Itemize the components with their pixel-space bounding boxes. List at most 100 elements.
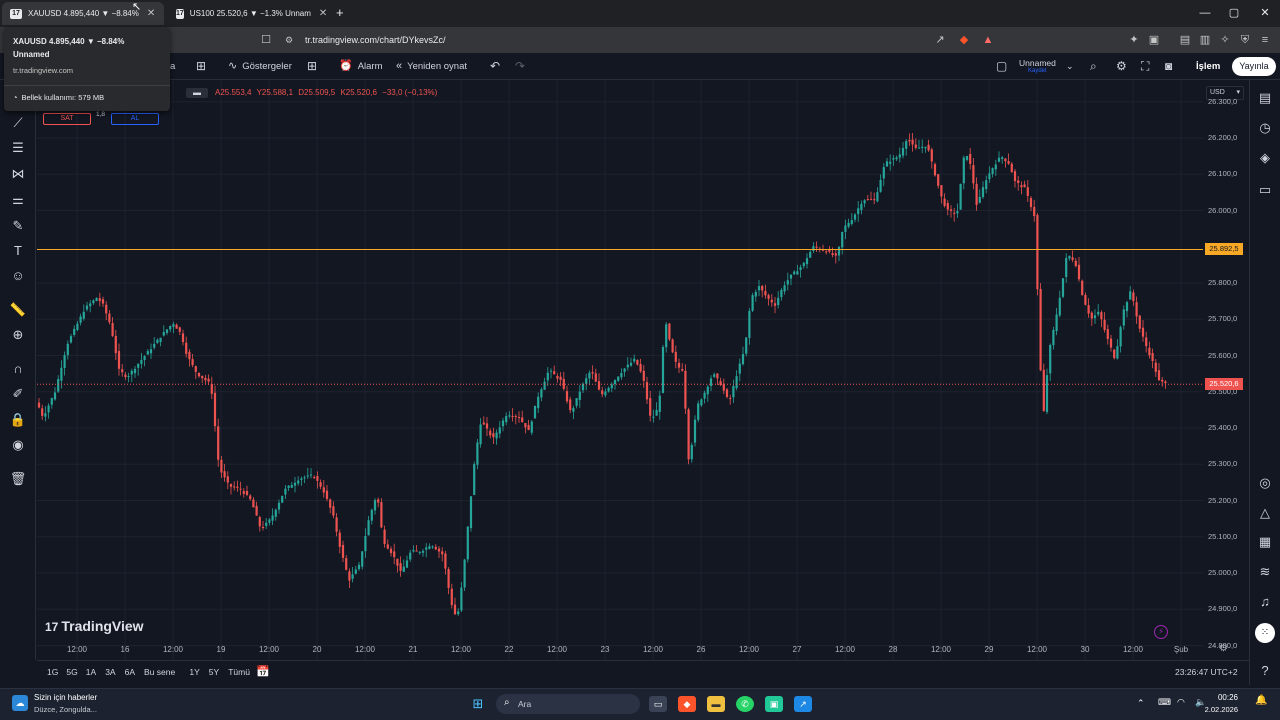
interval-button[interactable]: a: [170, 61, 176, 72]
tray-chevron-up-icon[interactable]: ⌃: [1137, 698, 1145, 708]
range-button[interactable]: 5Y: [208, 667, 220, 677]
alarm-button[interactable]: ⏰ Alarm: [339, 58, 383, 75]
lightning-icon[interactable]: ⚡: [1154, 625, 1168, 639]
range-button[interactable]: Bu sene: [144, 667, 176, 677]
indicators-button[interactable]: ∿ Göstergeler: [228, 58, 292, 75]
clock-timezone[interactable]: 23:26:47 UTC+2: [1175, 667, 1238, 677]
tradingview-app-icon[interactable]: ↗: [794, 696, 812, 712]
task-view-icon[interactable]: ▭: [649, 696, 667, 712]
brave-rewards-icon[interactable]: ▲: [982, 34, 994, 46]
browser-tab-xauusd[interactable]: 17 XAUUSD 4.895,440 ▼ −8.84% ✕: [2, 2, 164, 25]
news-widget-title[interactable]: Sizin için haberler: [34, 693, 98, 702]
sell-button[interactable]: SAT: [43, 113, 91, 125]
trade-button[interactable]: İşlem: [1196, 61, 1221, 72]
site-info-icon[interactable]: ⚙: [285, 35, 294, 45]
range-button[interactable]: 1Y: [189, 667, 200, 677]
layers-icon[interactable]: ◈: [1260, 150, 1270, 165]
target-icon[interactable]: ◎: [1259, 475, 1271, 490]
currency-select[interactable]: USD ▾: [1206, 86, 1244, 100]
calendar-icon[interactable]: ▦: [1258, 534, 1272, 549]
templates-icon[interactable]: ⊞: [307, 59, 318, 73]
taskbar-time[interactable]: 00:26: [1217, 693, 1238, 702]
eye-icon[interactable]: ◉: [12, 437, 24, 452]
axis-settings-gear-icon[interactable]: ⚙: [1219, 643, 1228, 654]
range-button[interactable]: 1A: [85, 667, 97, 677]
trash-icon[interactable]: 🗑: [9, 471, 27, 486]
leo-ai-icon[interactable]: ✧: [1220, 34, 1230, 46]
taskbar-date[interactable]: 2.02.2026: [1204, 705, 1238, 714]
file-explorer-icon[interactable]: ▬: [707, 696, 725, 712]
apps-grid-icon[interactable]: ⁙: [1255, 623, 1275, 643]
brave-shield-icon[interactable]: ◆: [959, 34, 969, 46]
tab-close-icon[interactable]: ✕: [318, 8, 328, 19]
forecast-tool-icon[interactable]: ⚌: [12, 192, 24, 207]
whatsapp-icon[interactable]: ✆: [736, 696, 754, 712]
notifications-bell-icon[interactable]: ♫: [1260, 594, 1270, 609]
chat-app-icon[interactable]: ▣: [765, 696, 783, 712]
close-window-button[interactable]: ✕: [1260, 7, 1270, 19]
chat-icon[interactable]: ▭: [1258, 182, 1272, 197]
range-button[interactable]: 3A: [105, 667, 116, 677]
watchlist-icon[interactable]: ▤: [1258, 90, 1272, 105]
browser-tab-us100[interactable]: 17 US100 25.520,6 ▼ −1.3% Unnam ✕: [168, 2, 332, 25]
range-button[interactable]: 6A: [124, 667, 135, 677]
language-icon[interactable]: ⌨: [1158, 697, 1171, 707]
news-widget-subtitle[interactable]: Düzce, Zongulda...: [34, 705, 97, 714]
bookmark-icon[interactable]: ☐: [261, 34, 271, 46]
fullscreen-icon[interactable]: ⛶: [1141, 59, 1150, 73]
zoom-in-icon[interactable]: ⊕: [12, 327, 24, 342]
wallet-icon[interactable]: ▥: [1199, 34, 1211, 46]
publish-button[interactable]: Yayınla: [1232, 57, 1276, 76]
text-tool-icon[interactable]: T: [14, 243, 22, 258]
sidebar-icon[interactable]: ▤: [1179, 34, 1191, 46]
fib-tool-icon[interactable]: ☰: [12, 140, 24, 155]
screenshot-camera-icon[interactable]: ◙: [1165, 59, 1173, 73]
redo-icon[interactable]: ↷: [515, 59, 526, 73]
browser-menu-icon[interactable]: ≡: [1261, 34, 1269, 46]
vpn-icon[interactable]: ⛨: [1240, 34, 1250, 46]
layout-name[interactable]: Unnamed: [1019, 58, 1056, 68]
measure-ruler-icon[interactable]: 📏: [9, 302, 27, 317]
range-button[interactable]: 5G: [66, 667, 78, 677]
taskbar-search-box[interactable]: ⌕ Ara: [496, 694, 640, 714]
maximize-button[interactable]: ▢: [1228, 7, 1240, 19]
weather-widget-icon[interactable]: ☁: [12, 695, 28, 711]
collapse-legend-icon[interactable]: ▬: [186, 88, 208, 98]
brush-tool-icon[interactable]: ✎: [12, 218, 24, 233]
price-axis[interactable]: [1203, 80, 1248, 660]
news-feed-icon[interactable]: ≋: [1259, 564, 1271, 579]
volume-icon[interactable]: 🔈: [1195, 697, 1207, 707]
chart-type-icon[interactable]: ⊞: [196, 59, 207, 73]
extensions-icon[interactable]: ✦: [1129, 34, 1139, 46]
undo-icon[interactable]: ↶: [490, 59, 501, 73]
start-windows-icon[interactable]: ⊞: [472, 696, 484, 711]
url-field[interactable]: ⚙ tr.tradingview.com/chart/DYkevsZc/: [275, 31, 955, 49]
new-tab-button[interactable]: +: [336, 5, 344, 20]
price-chart[interactable]: [37, 80, 1203, 660]
brave-browser-icon[interactable]: ◆: [678, 696, 696, 712]
tab-manager-icon[interactable]: ▣: [1148, 34, 1160, 46]
minimize-button[interactable]: —: [1199, 7, 1211, 19]
wifi-icon[interactable]: ◠: [1177, 697, 1185, 707]
pattern-tool-icon[interactable]: ⋈: [11, 166, 25, 181]
stay-drawing-icon[interactable]: ✐: [12, 386, 24, 401]
settings-gear-icon[interactable]: ⚙: [1116, 59, 1127, 73]
notification-bell-icon[interactable]: 🔔: [1255, 695, 1268, 706]
buy-button[interactable]: AL: [111, 113, 159, 125]
pine-editor-icon[interactable]: △: [1260, 505, 1270, 520]
trendline-tool-icon[interactable]: ⟋: [13, 115, 23, 130]
layout-chevron-down-icon[interactable]: ⌄: [1066, 61, 1074, 71]
goto-date-calendar-icon[interactable]: 📅: [256, 666, 270, 678]
emoji-tool-icon[interactable]: ☺: [11, 268, 25, 283]
lock-icon[interactable]: 🔒: [9, 412, 27, 427]
tab-close-icon[interactable]: ✕: [146, 8, 156, 19]
magnet-icon[interactable]: ∩: [13, 361, 23, 376]
layout-icon[interactable]: ▢: [996, 59, 1008, 73]
range-button[interactable]: 1G: [47, 667, 59, 677]
replay-button[interactable]: « Yeniden oynat: [396, 58, 467, 75]
share-icon[interactable]: ↗: [935, 34, 945, 46]
help-icon[interactable]: ?: [1261, 663, 1269, 678]
quick-search-icon[interactable]: ⌕: [1090, 59, 1097, 73]
range-button[interactable]: Tümü: [228, 667, 250, 677]
alerts-clock-icon[interactable]: ◷: [1259, 120, 1271, 135]
